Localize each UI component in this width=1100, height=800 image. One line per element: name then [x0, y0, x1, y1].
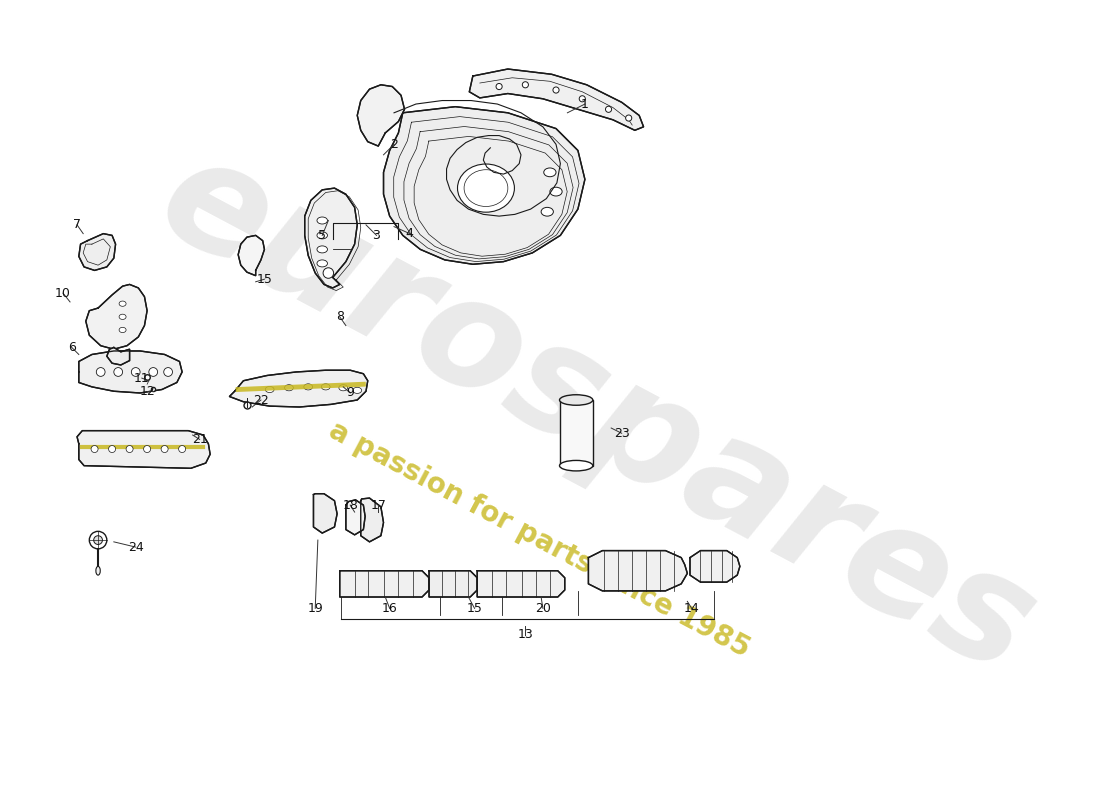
Ellipse shape	[317, 217, 328, 224]
Circle shape	[144, 446, 151, 453]
Circle shape	[91, 446, 98, 453]
Text: 2: 2	[390, 138, 398, 151]
Text: 18: 18	[342, 498, 359, 511]
Text: a passion for parts since 1985: a passion for parts since 1985	[324, 417, 755, 663]
Ellipse shape	[317, 246, 328, 253]
Ellipse shape	[353, 387, 362, 394]
Text: 13: 13	[517, 628, 534, 641]
Circle shape	[580, 96, 585, 102]
Circle shape	[126, 446, 133, 453]
Circle shape	[131, 368, 140, 376]
Ellipse shape	[317, 232, 328, 239]
Polygon shape	[384, 106, 585, 264]
Circle shape	[161, 446, 168, 453]
Ellipse shape	[119, 301, 126, 306]
Ellipse shape	[458, 164, 515, 212]
Polygon shape	[470, 69, 644, 130]
Text: 14: 14	[684, 602, 700, 615]
Polygon shape	[239, 235, 264, 276]
Ellipse shape	[464, 170, 508, 206]
Circle shape	[97, 368, 106, 376]
Ellipse shape	[317, 260, 328, 267]
Ellipse shape	[560, 461, 593, 471]
Polygon shape	[429, 570, 477, 597]
Text: 16: 16	[382, 602, 397, 615]
Ellipse shape	[119, 314, 126, 319]
Text: 24: 24	[128, 541, 144, 554]
Ellipse shape	[543, 168, 556, 177]
Text: 23: 23	[614, 426, 629, 440]
Ellipse shape	[304, 384, 312, 390]
Ellipse shape	[550, 187, 562, 196]
Circle shape	[178, 446, 186, 453]
Text: 3: 3	[373, 229, 381, 242]
Ellipse shape	[96, 566, 100, 575]
Ellipse shape	[321, 384, 330, 390]
Polygon shape	[690, 550, 740, 582]
Text: 6: 6	[68, 341, 76, 354]
Polygon shape	[77, 430, 210, 468]
Text: 19: 19	[307, 602, 323, 615]
Polygon shape	[79, 234, 116, 270]
Polygon shape	[79, 351, 183, 393]
Circle shape	[94, 536, 102, 545]
Circle shape	[148, 368, 157, 376]
Text: 7: 7	[73, 218, 81, 231]
Circle shape	[553, 87, 559, 93]
Text: 9: 9	[346, 386, 354, 399]
Ellipse shape	[119, 327, 126, 333]
Ellipse shape	[541, 207, 553, 216]
Bar	[560, 400, 593, 466]
Polygon shape	[230, 370, 367, 407]
Text: 21: 21	[191, 433, 208, 446]
Circle shape	[113, 368, 122, 376]
Text: 15: 15	[466, 602, 483, 615]
Text: 22: 22	[253, 394, 268, 406]
Ellipse shape	[339, 385, 348, 391]
Text: 1: 1	[581, 98, 589, 110]
Polygon shape	[345, 500, 365, 535]
Polygon shape	[358, 85, 405, 146]
Circle shape	[522, 82, 528, 88]
Polygon shape	[361, 498, 384, 542]
Circle shape	[323, 268, 333, 278]
Polygon shape	[314, 494, 337, 533]
Ellipse shape	[285, 385, 294, 391]
Polygon shape	[588, 550, 688, 591]
Text: 15: 15	[256, 273, 273, 286]
Ellipse shape	[265, 386, 274, 393]
Text: 20: 20	[535, 602, 551, 615]
Circle shape	[605, 106, 612, 112]
Circle shape	[164, 368, 173, 376]
Text: 17: 17	[371, 498, 386, 511]
Circle shape	[626, 115, 631, 121]
Text: eurospares: eurospares	[135, 122, 1058, 706]
Ellipse shape	[560, 394, 593, 406]
Text: 10: 10	[55, 286, 72, 300]
Polygon shape	[107, 347, 130, 365]
Polygon shape	[86, 285, 147, 350]
Text: 8: 8	[336, 310, 343, 323]
Text: 11: 11	[134, 372, 150, 385]
Circle shape	[109, 446, 116, 453]
Circle shape	[89, 531, 107, 549]
Polygon shape	[340, 570, 429, 597]
Circle shape	[496, 83, 503, 90]
Polygon shape	[477, 570, 564, 597]
Text: 5: 5	[318, 229, 327, 242]
Text: 4: 4	[406, 227, 414, 240]
Polygon shape	[305, 188, 358, 288]
Text: 12: 12	[140, 385, 155, 398]
